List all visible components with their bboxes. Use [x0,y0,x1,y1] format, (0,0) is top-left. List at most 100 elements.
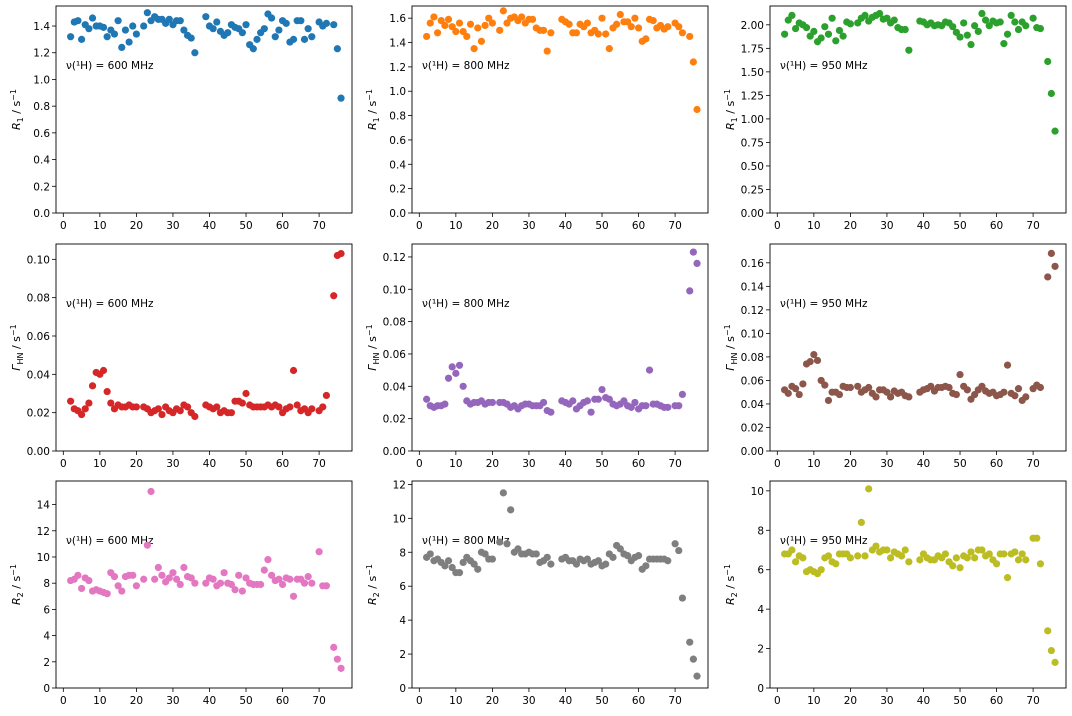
y-tick-label: 1.50 [741,67,764,79]
y-tick-label: 1.25 [741,90,764,102]
y-tick-label: 0.00 [383,446,406,458]
data-point [865,485,873,493]
data-point [154,405,162,413]
data-point [165,15,173,23]
x-tick-label: 30 [166,220,179,232]
data-point [452,369,460,377]
frequency-annotation: ν(¹H) = 800 MHz [422,298,510,310]
data-point [664,403,672,411]
data-point [678,594,687,602]
data-point [1051,262,1059,270]
data-point [821,381,829,389]
data-point [129,22,137,30]
data-point [81,405,89,413]
frequency-annotation: ν(¹H) = 600 MHz [66,535,154,547]
data-point [227,409,236,417]
data-point [452,27,460,36]
data-point [883,546,891,554]
data-point [110,573,119,581]
y-tick-label: 0.6 [33,128,50,140]
x-tick-label: 40 [559,458,572,470]
data-point [444,15,453,23]
data-point [423,395,431,403]
x-tick-label: 60 [276,458,289,470]
data-point [832,560,840,568]
data-point [876,9,884,18]
data-point [154,563,162,572]
data-point [791,385,800,393]
data-point [1044,627,1052,635]
data-point [477,37,486,45]
data-point [952,390,960,399]
y-tick-label: 6 [399,581,406,593]
chart-panel-3: 0 10 20 30 40 50 60 70 0.00 0.02 0.04 0.06 0.08 0.10 Γ… [9,243,353,470]
data-point [675,402,683,410]
y-tick-label: 0.08 [27,293,50,305]
y-tick-label: 0 [757,683,764,695]
data-point [539,26,548,34]
x-tick-label: 30 [522,458,535,470]
data-point [689,248,697,256]
data-point [693,105,701,114]
data-point [474,565,482,573]
y-axis-label: ΓHN / s−1 [9,324,25,370]
x-tick-label: 20 [844,695,857,707]
data-point [572,29,581,37]
x-tick-label: 0 [60,695,67,707]
x-tick-label: 50 [595,695,608,707]
data-point [886,554,895,562]
chart-panel-8: 0 10 20 30 40 50 60 70 0 2 4 6 8 10 R2 / s−1 ν(¹H) = 95… [723,480,1067,707]
y-tick-label: 0.4 [389,159,406,171]
data-point [675,546,683,555]
data-point [624,552,632,560]
data-point [441,562,449,570]
data-point [835,390,844,399]
y-tick-label: 0 [399,683,406,695]
y-tick-label: 0.10 [741,328,764,340]
data-point [828,14,836,22]
data-point [455,361,464,369]
axes-frame [411,480,709,689]
data-point [1029,14,1037,22]
data-point [528,15,537,23]
data-point [799,380,807,388]
x-tick-label: 20 [130,458,143,470]
data-point [289,366,298,375]
x-tick-label: 10 [93,458,106,470]
y-tick-label: 0.0 [33,208,50,220]
data-point [253,35,261,43]
data-point [455,19,464,27]
y-tick-label: 0.75 [741,137,764,149]
data-point [77,410,86,419]
x-tick-label: 70 [668,695,681,707]
x-tick-label: 0 [60,220,67,232]
data-point [861,11,869,20]
y-tick-label: 12 [37,526,50,538]
data-point [466,20,475,28]
data-point [642,35,650,43]
data-point [147,487,155,496]
x-tick-label: 30 [880,695,893,707]
data-point [268,14,276,22]
data-point [209,575,217,583]
x-tick-label: 30 [880,220,893,232]
data-point [260,566,268,574]
data-point [242,389,250,398]
axes-frame [411,243,709,452]
data-point [956,33,964,41]
x-tick-label: 40 [203,695,216,707]
frequency-annotation: ν(¹H) = 600 MHz [66,60,154,72]
data-point [594,30,602,38]
data-point [459,382,467,390]
y-tick-label: 1.00 [741,114,764,126]
chart-panel-4: 0 10 20 30 40 50 60 70 0.00 0.02 0.04 0.06 0.08 0.10 0… [365,243,709,470]
data-point [187,574,195,582]
chart-panel-2: 0 10 20 30 40 50 60 70 0.00 0.25 0.50 0.75 1.00 1.25 1… [723,5,1067,232]
y-tick-label: 1.6 [389,13,406,25]
data-point [634,552,643,560]
data-point [945,383,953,392]
data-point [594,395,602,403]
data-point [118,43,126,52]
data-point [165,574,173,582]
y-tick-label: 0.0 [389,208,406,220]
